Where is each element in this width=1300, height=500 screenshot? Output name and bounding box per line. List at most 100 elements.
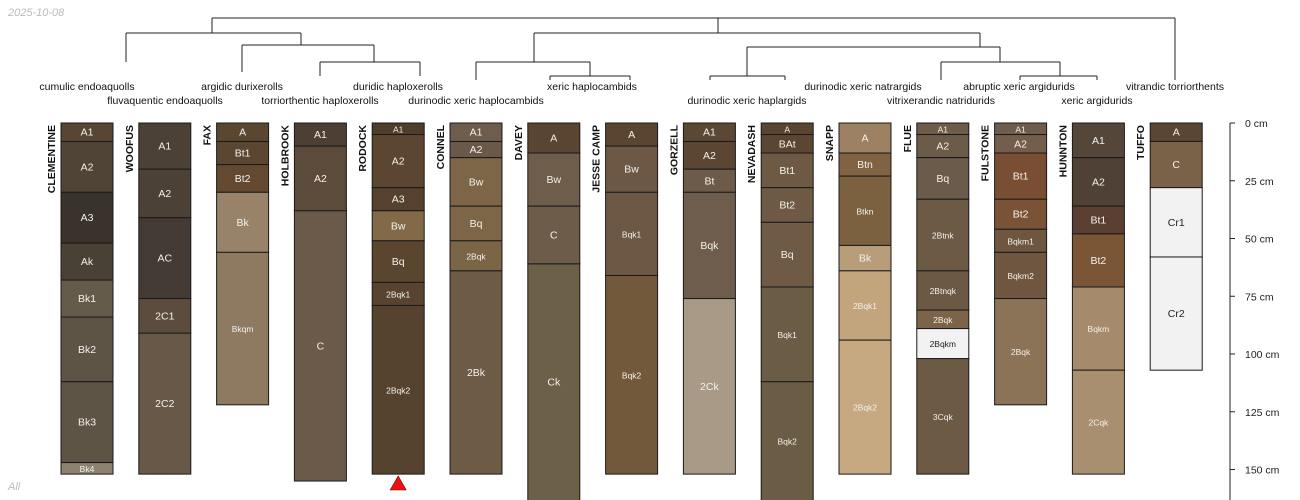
horizon	[138, 217, 192, 300]
depth-axis: 0 cm 25 cm 50 cm 75 cm 100 cm 125 cm 150 cm	[1229, 118, 1280, 500]
horizon-label: Bq	[470, 218, 483, 230]
profile-name: SNAPP	[824, 125, 836, 161]
horizon-label: A1	[314, 129, 327, 141]
horizon-label: 2Bqk2	[853, 403, 877, 413]
soil-profile: A Btn Btkn Bk 2Bqk1 2Bqk2 SNAPP	[824, 122, 892, 475]
horizon-label: Bt2	[1091, 255, 1107, 267]
horizon-label: Bk	[859, 253, 872, 265]
taxon-label: xeric haplocambids	[547, 81, 637, 93]
horizon	[1071, 122, 1125, 159]
horizon-label: Bt1	[1091, 215, 1107, 227]
horizon-label: A2	[1014, 138, 1027, 150]
horizon-label: A2	[314, 173, 327, 185]
horizon-label: A	[861, 133, 868, 145]
axis-tick-label: 100 cm	[1245, 349, 1280, 361]
horizon-label: A	[1173, 127, 1180, 139]
dendrogram	[125, 17, 1176, 80]
horizon	[838, 122, 892, 154]
horizon-label: Btn	[857, 159, 873, 171]
horizon-label: Bt2	[235, 173, 251, 185]
horizon	[138, 168, 192, 219]
taxon-label: xeric argidurids	[1061, 95, 1132, 107]
horizon	[916, 358, 970, 475]
horizon	[838, 175, 892, 246]
horizon-label: Bt1	[235, 148, 251, 160]
horizon	[371, 210, 425, 242]
horizon-label: A3	[392, 194, 405, 206]
profile-name: CONNEL	[435, 124, 447, 169]
footer-label: All	[8, 481, 21, 493]
soil-profile: A1 A2 Bt Bqk 2Ck GORZELL	[668, 122, 736, 475]
horizon	[138, 122, 192, 170]
horizon-label: A	[628, 129, 635, 141]
axis-tick-label: 25 cm	[1245, 176, 1274, 188]
horizon	[60, 242, 114, 281]
horizon-label: Bk1	[78, 293, 96, 305]
profile-name: HOLBROOK	[279, 125, 291, 187]
profile-name: GORZELL	[668, 124, 680, 175]
axis-tick-label: 50 cm	[1245, 234, 1274, 246]
horizon-label: Bqk2	[778, 436, 798, 446]
horizon	[449, 240, 503, 272]
horizon-label: Bqkm1	[1007, 236, 1034, 246]
taxon-label: durinodic xeric haplocambids	[408, 95, 543, 107]
horizon-label: 2C2	[155, 398, 174, 410]
horizon	[1071, 205, 1125, 235]
horizon	[605, 274, 659, 475]
horizon-label: A1	[1092, 135, 1105, 147]
horizon-label: A	[550, 133, 557, 145]
horizon-label: 2Bqk1	[853, 301, 877, 311]
horizon	[60, 462, 114, 475]
horizon-label: Bk3	[78, 417, 96, 429]
profile-name: DAVEY	[513, 125, 525, 160]
horizon-label: Bw	[547, 174, 562, 186]
horizon-label: A1	[470, 127, 483, 139]
horizon-label: A2	[470, 144, 483, 156]
axis-tick-label: 125 cm	[1245, 407, 1280, 419]
profile-name: JESSE CAMP	[591, 125, 603, 193]
horizon-label: 2Bqkm	[930, 339, 956, 349]
horizon	[760, 152, 814, 189]
horizon-label: A1	[158, 141, 171, 153]
markers	[389, 475, 407, 491]
horizon	[527, 152, 581, 207]
horizon	[60, 191, 114, 244]
horizon	[449, 157, 503, 207]
taxon-label: vitrixerandic natridurids	[887, 95, 995, 107]
profile-name: TUFFO	[1135, 125, 1147, 160]
profile-name: RODOCK	[357, 125, 369, 172]
horizon-label: A1	[703, 127, 716, 139]
horizon-label: Bw	[469, 176, 484, 188]
horizon-label: 2Cqk	[1088, 418, 1109, 428]
horizon-label: Cr1	[1168, 217, 1185, 229]
profile-name: WOOFUS	[124, 125, 136, 172]
profile-name: FLUE	[902, 125, 914, 152]
horizon-label: 2Bqk1	[386, 289, 410, 299]
soil-profile: A1 A2 Bq 2Btnk 2Btnqk 2Bqk 2Bqkm 3Cqk FLUE	[902, 122, 970, 475]
horizon-label: 2Ck	[700, 381, 719, 393]
soil-profile: A1 A2 A3 Bw Bq 2Bqk1 2Bqk2 RODOCK	[357, 122, 425, 475]
horizon-label: 2Bqk	[1011, 347, 1031, 357]
horizon-label: A2	[1092, 176, 1105, 188]
soil-profile: A Bw Bqk1 Bqk2 JESSE CAMP	[591, 122, 659, 475]
profile-name: HUNNTON	[1057, 125, 1069, 177]
soil-profile: A1 A2 Bt1 Bt2 Bqkm 2Cqk HUNNTON	[1057, 122, 1125, 475]
taxon-label: abruptic xeric argidurids	[963, 81, 1074, 93]
horizon	[916, 198, 970, 272]
horizon	[1149, 256, 1203, 371]
horizon-label: Bq	[392, 256, 405, 268]
horizon	[1149, 187, 1203, 258]
soil-profile: A Bt1 Bt2 Bk Bkqm FAX	[202, 122, 270, 406]
horizon	[682, 298, 736, 475]
horizon-label: Ck	[547, 376, 561, 388]
horizon-label: Btkn	[856, 206, 873, 216]
horizon-label: 2Bk	[467, 367, 486, 379]
horizon	[216, 191, 270, 253]
soil-profile: A1 A2 A3 Ak Bk1 Bk2 Bk3 Bk4 CLEMENTINE	[46, 122, 114, 475]
taxa-labels: cumulic endoaquolls fluvaquentic endoaquo…	[39, 81, 1224, 107]
horizon-label: A1	[1015, 124, 1026, 134]
horizon	[760, 286, 814, 383]
horizon	[1071, 369, 1125, 475]
horizon-label: A2	[81, 161, 94, 173]
